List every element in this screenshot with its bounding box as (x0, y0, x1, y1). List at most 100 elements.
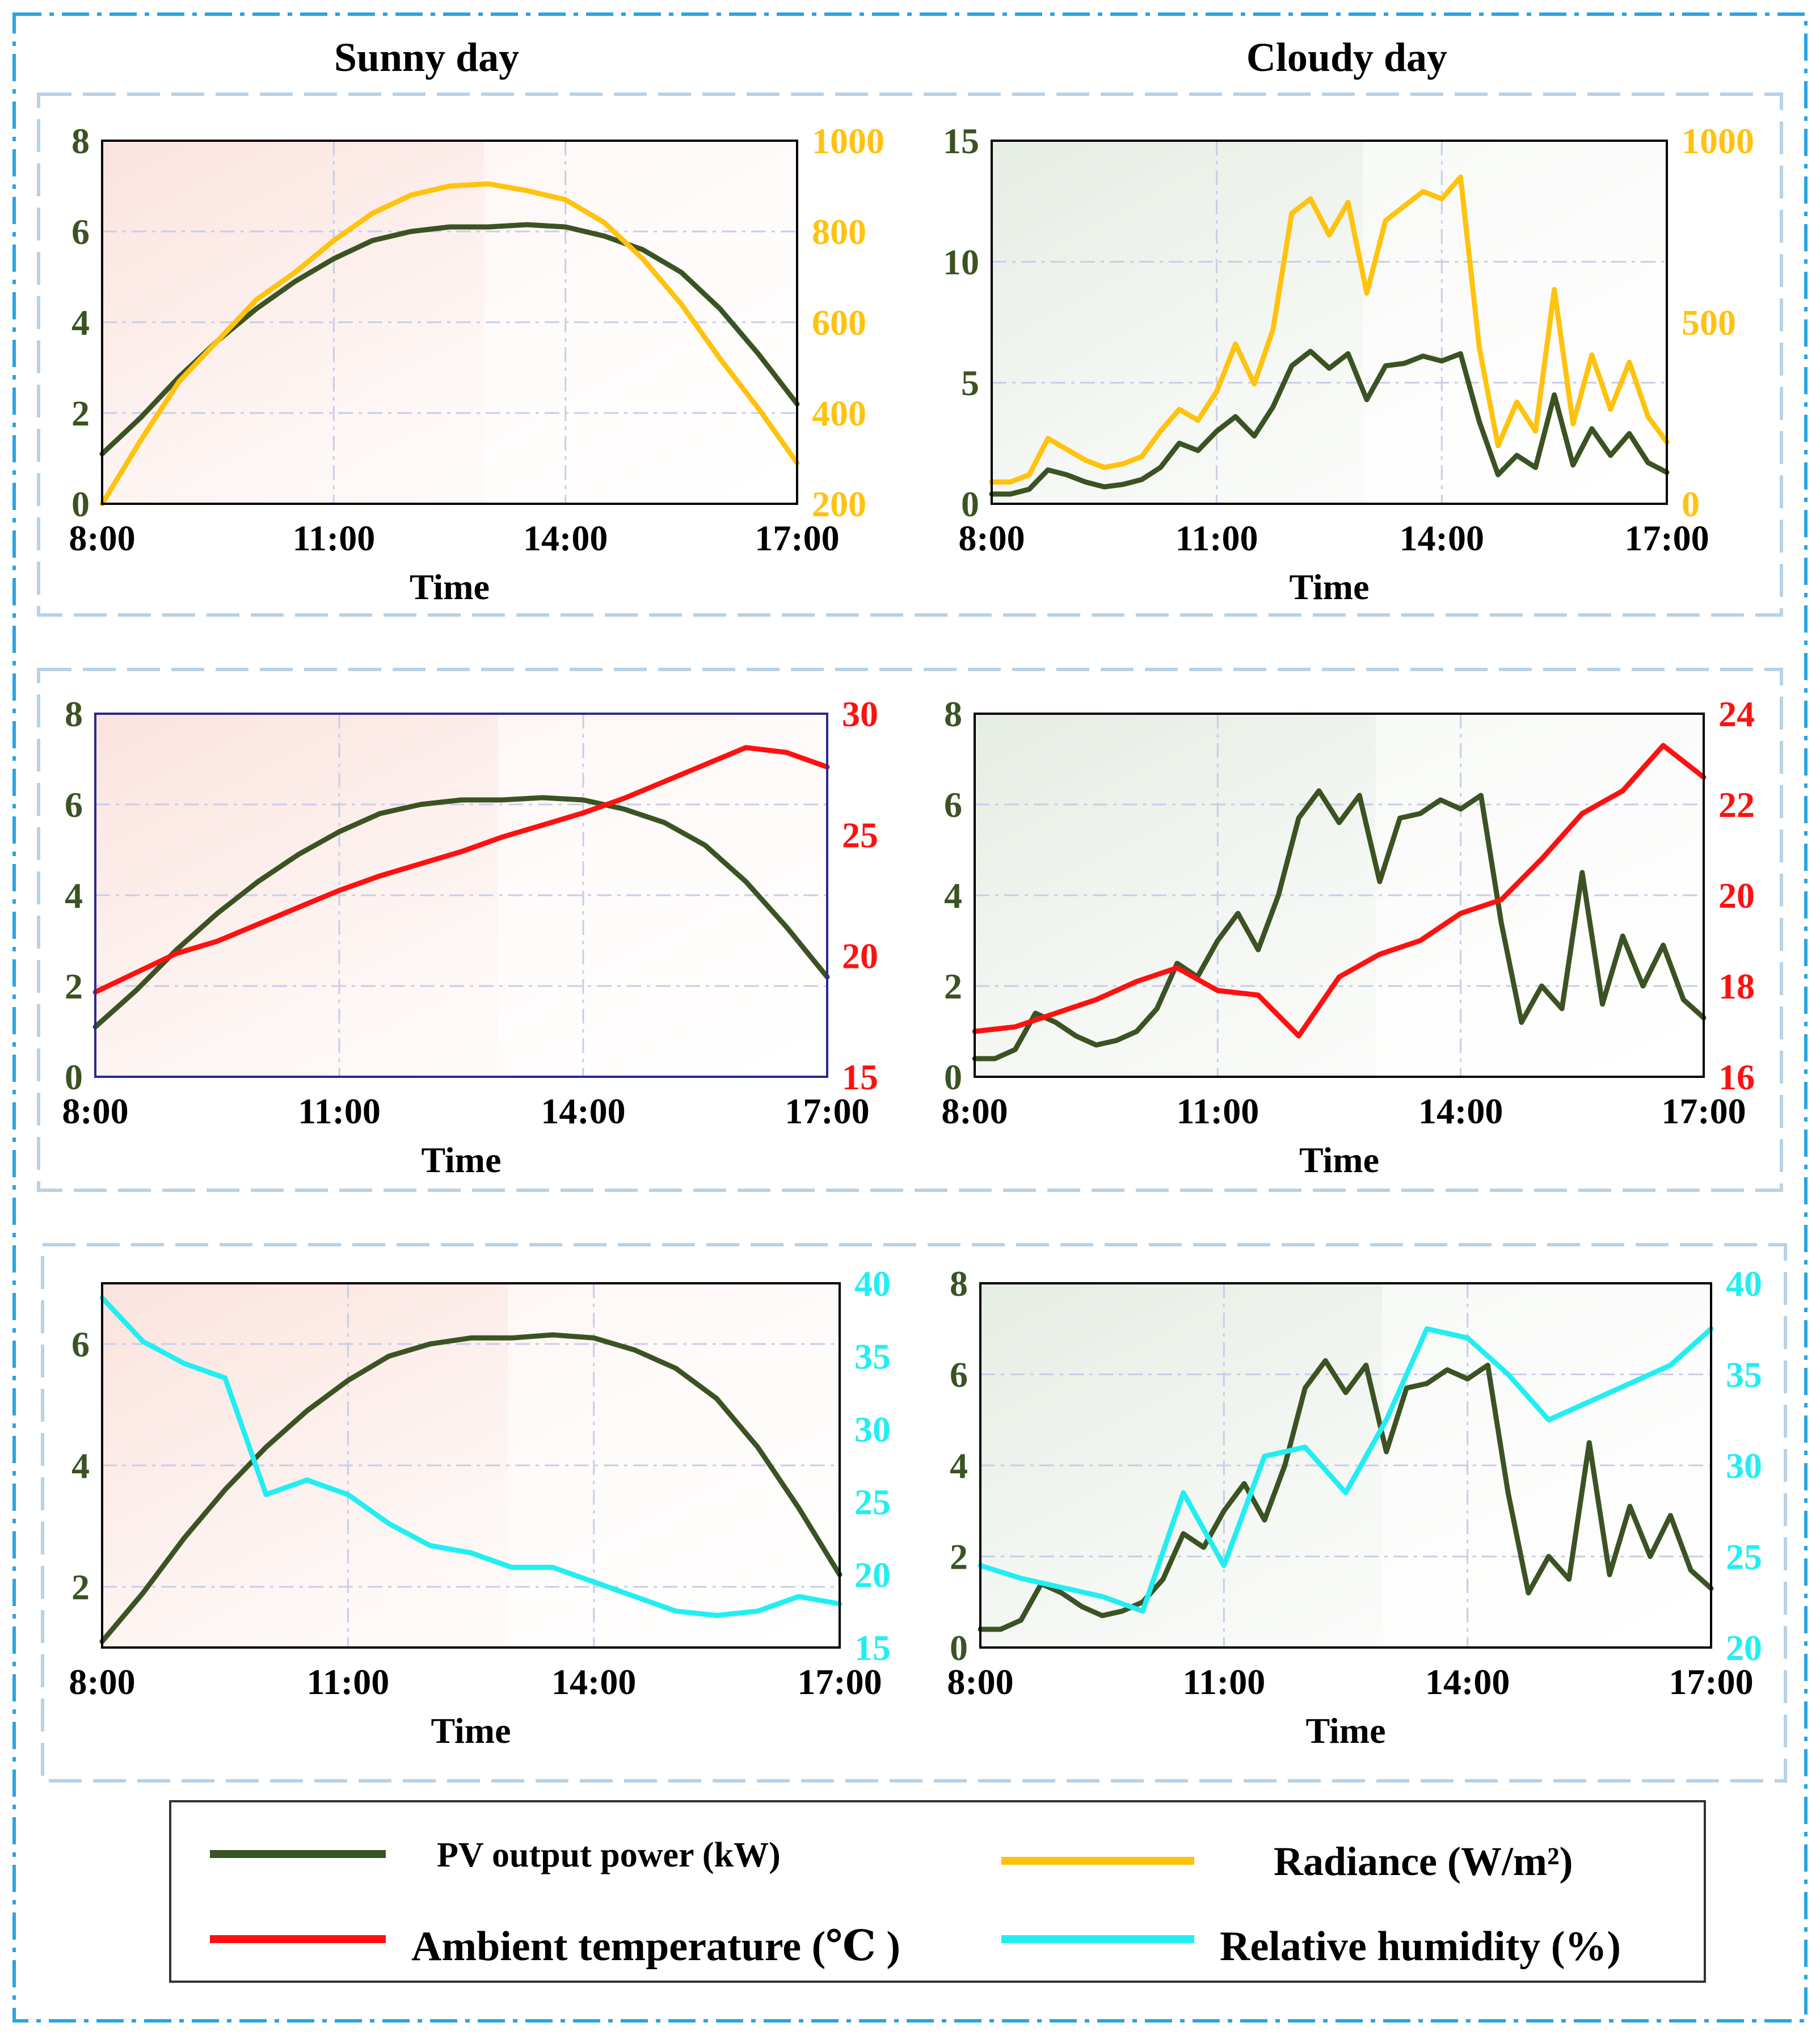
x-axis-label: Time (1299, 1140, 1379, 1180)
x-axis-label: Time (410, 567, 490, 607)
chart-cloudy-radiance: 8:00 11:00 14:00 17:00 Time 0 5 10 15 0 500 1000 (943, 121, 1754, 607)
y-right-tick-label: 35 (854, 1336, 891, 1376)
plot-frame (974, 713, 1705, 1078)
x-tick-label: 11:00 (1176, 518, 1258, 558)
y-left-tick-label: 2 (71, 1567, 90, 1607)
y-right-tick-label: 24 (1718, 694, 1755, 734)
y-right-tick-label: 35 (1726, 1355, 1762, 1395)
y-left-tick-label: 6 (950, 1355, 968, 1395)
x-tick-label: 11:00 (306, 1662, 389, 1702)
legend: PV output power (kW) Radiance (W/m²) Amb… (169, 1800, 1706, 1983)
y-left-tick-label: 8 (950, 1263, 968, 1304)
series-line-secondary (92, 745, 830, 995)
y-left-tick-label: 4 (71, 302, 90, 343)
y-right-tick-label: 15 (842, 1057, 878, 1097)
y-left-tick-label: 8 (65, 694, 83, 734)
y-right-tick-label: 18 (1718, 966, 1755, 1006)
y-right-tick-label: 20 (842, 936, 878, 976)
plot-frame (979, 1282, 1712, 1649)
plot-frame (101, 140, 798, 505)
legend-label-pv: PV output power (kW) (437, 1836, 781, 1874)
row-frame-temperature (37, 668, 1783, 1192)
y-right-tick-label: 1000 (812, 121, 884, 161)
y-left-tick-label: 0 (71, 484, 90, 524)
y-right-tick-label: 30 (854, 1409, 891, 1450)
x-tick-label: 14:00 (1425, 1662, 1510, 1702)
x-tick-label: 11:00 (1176, 1091, 1259, 1131)
y-right-tick-label: 400 (812, 393, 866, 433)
y-left-tick-label: 15 (943, 121, 979, 161)
x-tick-label: 17:00 (1661, 1091, 1746, 1131)
series-line-secondary (978, 1326, 1714, 1614)
legend-label-temperature: Ambient temperature (℃ ) (411, 1923, 900, 1970)
y-left-tick-label: 6 (71, 1324, 90, 1364)
series-line-secondary (972, 743, 1707, 1039)
x-tick-label: 17:00 (785, 1091, 869, 1131)
y-right-tick-label: 25 (854, 1482, 891, 1522)
plot-area-fade (1363, 141, 1667, 504)
y-left-tick-label: 4 (71, 1446, 90, 1486)
y-left-tick-label: 2 (65, 966, 83, 1006)
series-line-pv (989, 348, 1670, 497)
y-right-tick-label: 25 (842, 815, 878, 855)
y-left-tick-label: 6 (65, 785, 83, 825)
y-right-tick-label: 15 (854, 1628, 891, 1668)
y-right-tick-label: 30 (842, 694, 878, 734)
x-tick-label: 8:00 (958, 518, 1025, 558)
legend-label-humidity: Relative humidity (%) (1220, 1923, 1621, 1970)
y-right-tick-label: 20 (1726, 1628, 1762, 1668)
chart-sunny-temperature: 8:00 11:00 14:00 17:00 Time 0 2 4 6 8 15 20 25 30 (62, 694, 878, 1180)
y-right-tick-label: 25 (1726, 1537, 1762, 1577)
chart-cloudy-humidity: 8:00 11:00 14:00 17:00 Time 0 2 4 6 8 20 25 30 35 40 (947, 1263, 1762, 1751)
x-tick-label: 11:00 (292, 518, 375, 558)
series-line-pv (92, 795, 830, 1030)
x-tick-label: 8:00 (69, 518, 135, 558)
row-frame-radiance (37, 92, 1783, 617)
y-left-tick-label: 4 (950, 1446, 968, 1486)
x-axis-label: Time (421, 1140, 501, 1180)
series-line-pv (99, 1332, 842, 1644)
y-right-tick-label: 800 (812, 212, 866, 252)
y-left-tick-label: 0 (944, 1057, 962, 1097)
x-tick-label: 8:00 (947, 1662, 1013, 1702)
y-left-tick-label: 5 (961, 363, 979, 403)
chart-sunny-humidity: 8:00 11:00 14:00 17:00 Time 2 4 6 15 20 25 30 35 40 (69, 1263, 891, 1751)
y-right-tick-label: 22 (1718, 785, 1755, 825)
plot-frame (94, 713, 828, 1078)
outer-frame (12, 12, 1808, 2023)
y-right-tick-label: 16 (1718, 1057, 1755, 1097)
y-left-tick-label: 0 (950, 1628, 968, 1668)
sunny-day-title: Sunny day (334, 35, 519, 80)
x-tick-label: 14:00 (1400, 518, 1484, 558)
x-tick-label: 17:00 (1624, 518, 1709, 558)
y-left-tick-label: 2 (71, 393, 90, 433)
y-left-tick-label: 8 (71, 121, 90, 161)
x-tick-label: 17:00 (797, 1662, 882, 1702)
series-line-secondary (99, 1295, 842, 1618)
y-left-tick-label: 0 (961, 484, 979, 524)
x-tick-label: 8:00 (69, 1662, 135, 1702)
y-right-tick-label: 0 (1682, 484, 1700, 524)
legend-box (169, 1800, 1706, 1983)
y-left-tick-label: 2 (950, 1537, 968, 1577)
y-right-tick-label: 40 (854, 1263, 891, 1304)
y-left-tick-label: 8 (944, 694, 962, 734)
plot-frame (101, 1282, 841, 1649)
x-axis-label: Time (1289, 567, 1369, 607)
y-right-tick-label: 1000 (1682, 121, 1754, 161)
y-left-tick-label: 2 (944, 966, 962, 1006)
y-right-tick-label: 30 (1726, 1446, 1762, 1486)
series-line-secondary (989, 174, 1670, 485)
x-tick-label: 14:00 (1418, 1091, 1503, 1131)
y-left-tick-label: 10 (943, 242, 979, 282)
x-axis-label: Time (1305, 1710, 1385, 1751)
x-tick-label: 11:00 (298, 1091, 381, 1131)
x-tick-label: 14:00 (551, 1662, 636, 1702)
y-right-tick-label: 600 (812, 302, 866, 343)
plot-frame (991, 140, 1668, 505)
y-left-tick-label: 4 (944, 875, 962, 916)
y-right-tick-label: 500 (1682, 302, 1736, 343)
y-left-tick-label: 0 (65, 1057, 83, 1097)
